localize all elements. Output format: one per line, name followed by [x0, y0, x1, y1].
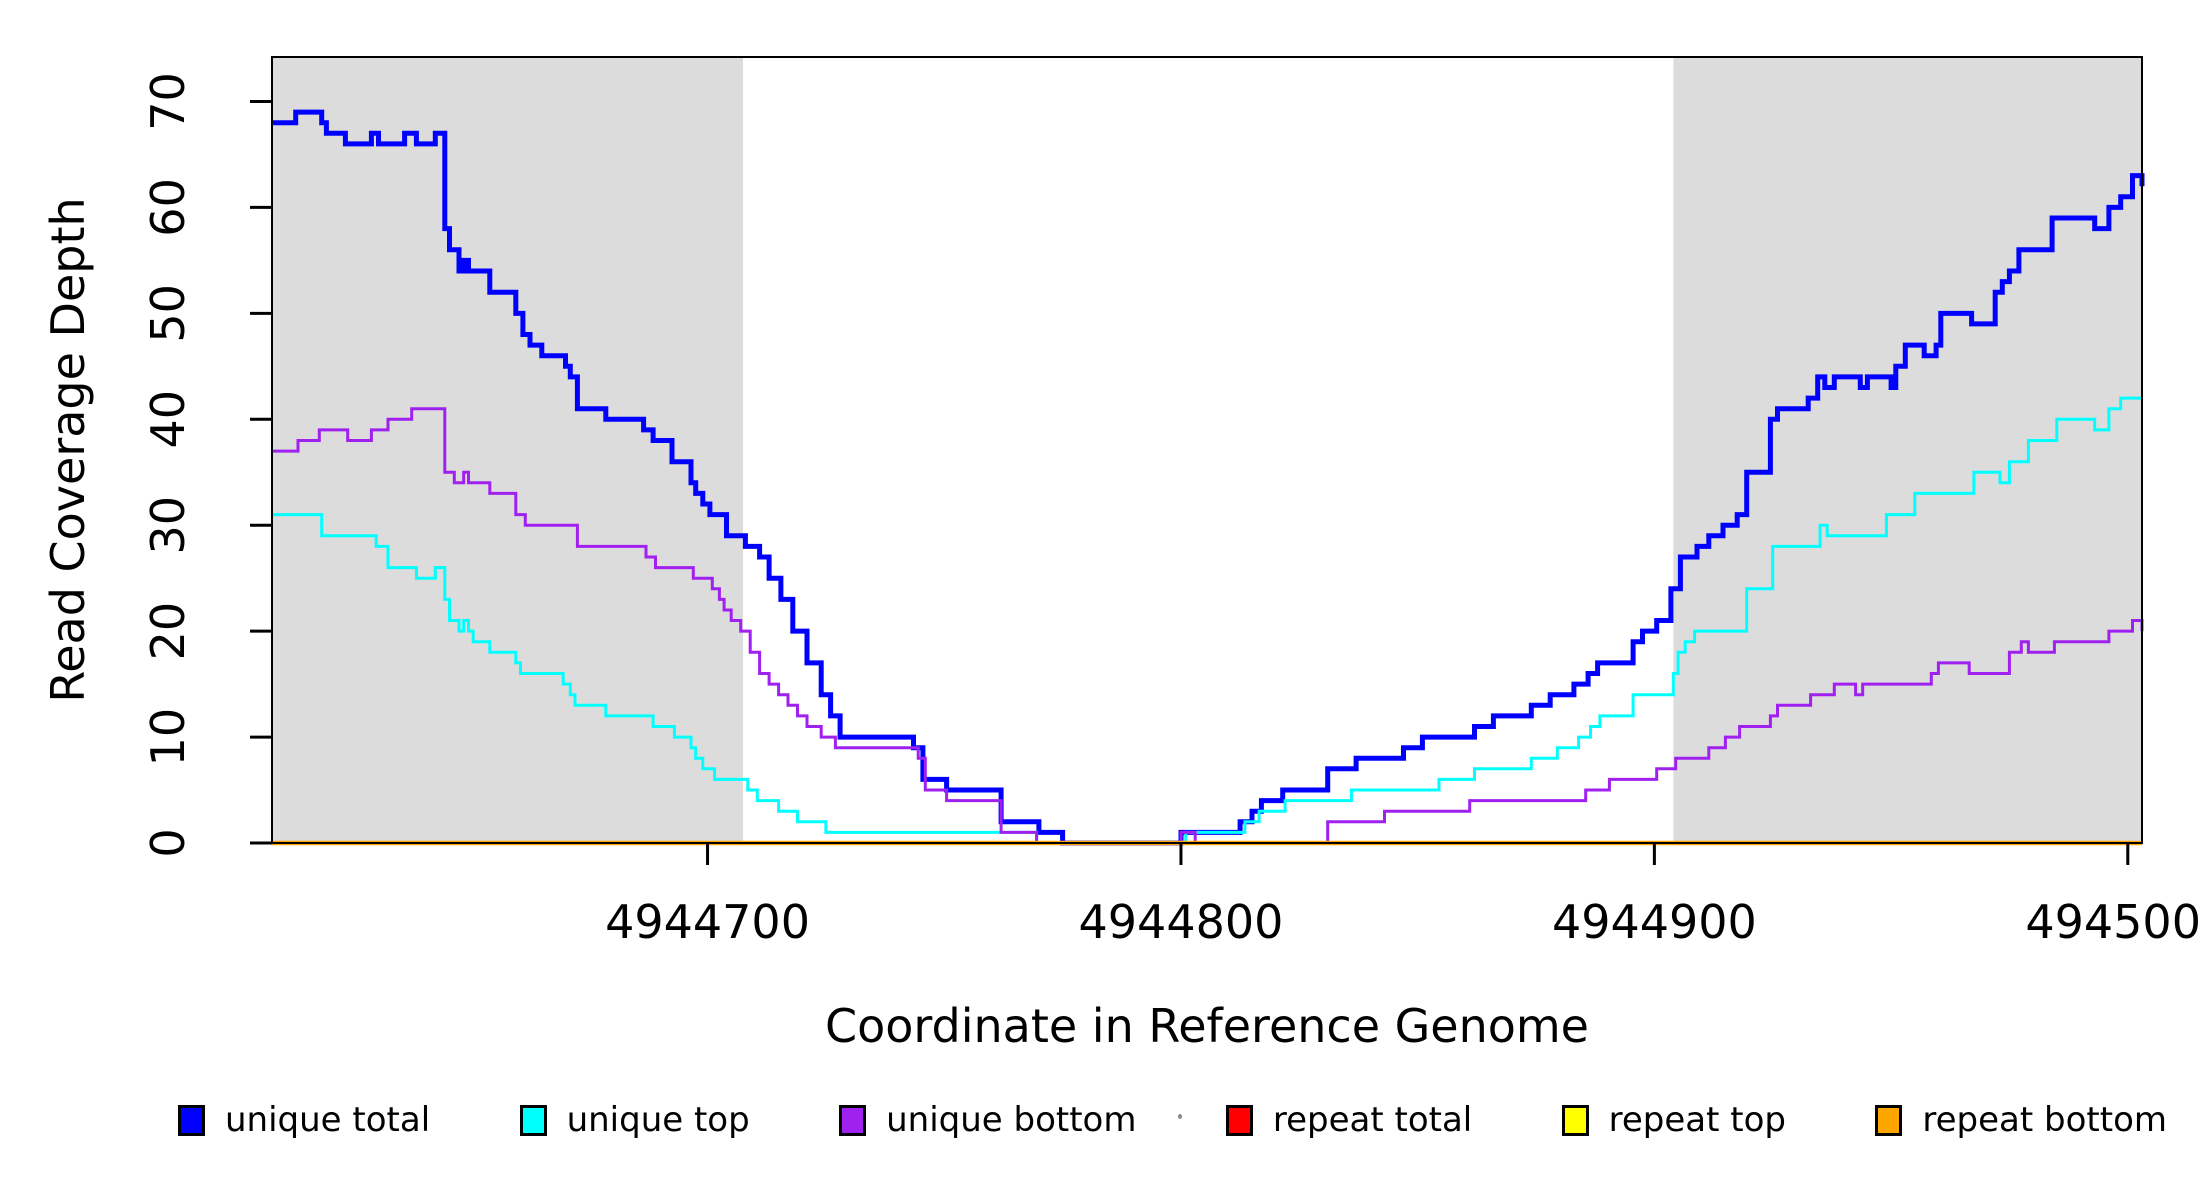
x-tick-label: 4944900: [1552, 895, 1757, 949]
legend-label: unique bottom: [886, 1100, 1137, 1140]
x-axis-title: Coordinate in Reference Genome: [825, 999, 1589, 1053]
y-tick-label: 20: [141, 602, 195, 661]
y-tick-label: 40: [141, 390, 195, 449]
legend-label: unique top: [566, 1100, 750, 1140]
legend-label: repeat total: [1272, 1100, 1473, 1140]
series-line-unique-bottom: [272, 407, 2144, 845]
shaded-repeat-region-left: [272, 57, 744, 843]
y-tick-label: 0: [141, 828, 195, 857]
legend: unique total unique top unique bottom repea…: [178, 1082, 2167, 1158]
legend-swatch-icon: [519, 1104, 547, 1136]
shaded-repeat-region-right: [1673, 57, 2142, 843]
shaded-regions: [272, 57, 2142, 843]
legend-swatch-icon: [1225, 1104, 1253, 1136]
legend-item-repeat-bottom: repeat bottom: [1875, 1100, 2167, 1140]
x-tick-label: 4944700: [605, 895, 810, 949]
legend-item-repeat-top: repeat top: [1561, 1100, 1786, 1140]
y-axis-title: Read Coverage Depth: [41, 197, 95, 702]
legend-label: unique total: [225, 1100, 431, 1140]
y-tick-label: 30: [141, 496, 195, 555]
y-tick-label: 60: [141, 178, 195, 237]
legend-item-unique-top: unique top: [519, 1100, 750, 1140]
x-tick-label: 4944800: [1079, 895, 1284, 949]
y-tick-label: 70: [141, 72, 195, 131]
stray-mark: [1178, 1114, 1182, 1119]
legend-item-unique-total: unique total: [178, 1100, 430, 1140]
y-tick-label: 50: [141, 284, 195, 343]
series-line-unique-top: [272, 396, 2142, 845]
legend-label: repeat top: [1608, 1100, 1786, 1140]
legend-swatch-icon: [1875, 1104, 1903, 1136]
legend-item-unique-bottom: unique bottom: [839, 1100, 1136, 1140]
legend-swatch-icon: [178, 1104, 205, 1136]
legend-swatch-icon: [1561, 1104, 1589, 1136]
y-tick-label: 10: [141, 708, 195, 767]
legend-swatch-icon: [839, 1104, 867, 1136]
legend-label: repeat bottom: [1922, 1100, 2167, 1140]
legend-item-repeat-total: repeat total: [1225, 1100, 1473, 1140]
plot-box: [271, 56, 2143, 844]
